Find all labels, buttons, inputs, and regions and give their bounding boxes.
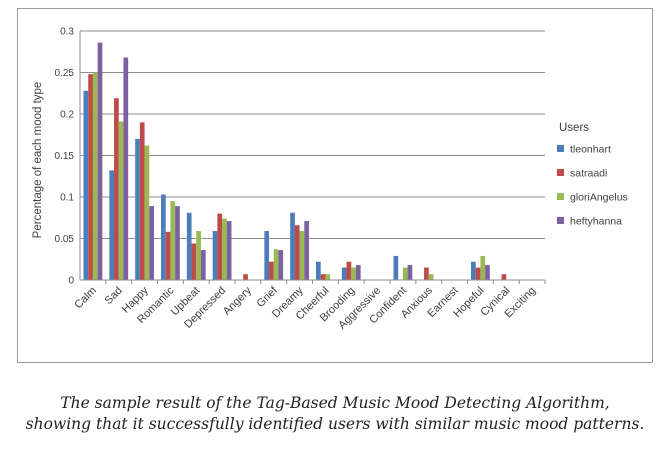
legend-title: Users	[559, 122, 589, 134]
bar-satraadi-sad	[114, 98, 119, 280]
y-tick-label: 0.2	[60, 110, 74, 121]
bars	[83, 42, 507, 281]
bar-gloriAngelus-dreamy	[299, 231, 305, 280]
bar-satraadi-upbeat	[191, 243, 197, 280]
bar-tleonhart-depressed	[212, 231, 218, 280]
bar-satraadi-happy	[139, 122, 145, 280]
gridlines	[80, 30, 545, 239]
bar-tleonhart-confident	[393, 255, 399, 280]
bar-satraadi-depressed	[217, 213, 223, 280]
legend-swatch-satraadi	[557, 169, 564, 176]
y-tick-label: 0.25	[55, 68, 75, 79]
bar-heftyhanna-confident	[407, 265, 413, 280]
bar-heftyhanna-sad	[123, 57, 129, 281]
bar-gloriAngelus-calm	[92, 72, 98, 280]
caption-line-1: The sample result of the Tag-Based Music…	[60, 394, 610, 412]
bar-gloriAngelus-grief	[273, 249, 279, 280]
legend-swatch-gloriAngelus	[557, 193, 564, 200]
y-tick-label: 0.3	[60, 27, 74, 38]
legend-label-heftyhanna: heftyhanna	[570, 216, 622, 228]
x-tick-labels: Calm SadHappyRomanticUpbeatDepressedAnger…	[72, 284, 538, 332]
bar-gloriAngelus-cheerful	[325, 274, 331, 280]
bar-heftyhanna-upbeat	[200, 250, 206, 280]
bar-gloriAngelus-romantic	[170, 201, 176, 280]
y-tick-label: 0.15	[55, 151, 75, 162]
bar-gloriAngelus-sad	[118, 121, 124, 280]
bar-satraadi-cynical	[501, 274, 507, 280]
bar-tleonhart-brooding	[341, 267, 347, 280]
bar-satraadi-grief	[269, 261, 274, 280]
bar-tleonhart-grief	[264, 231, 270, 280]
bar-tleonhart-romantic	[161, 194, 166, 280]
bar-gloriAngelus-depressed	[222, 218, 227, 280]
x-tick-label: Sad	[103, 285, 125, 307]
bar-satraadi-anxious	[424, 267, 429, 280]
bar-tleonhart-upbeat	[186, 212, 192, 280]
legend-label-tleonhart: tleonhart	[570, 144, 611, 156]
y-tick-labels: 0 0.05 0.1 0.15 0.2 0.25 0.3	[55, 27, 75, 287]
y-tick-label: 0.1	[60, 193, 74, 204]
bar-heftyhanna-hopeful	[485, 265, 490, 280]
caption-line-2: showing that it successfully identified …	[25, 415, 645, 433]
bar-tleonhart-dreamy	[290, 212, 295, 280]
bar-heftyhanna-calm	[97, 42, 103, 281]
legend-swatch-heftyhanna	[557, 217, 564, 224]
bar-gloriAngelus-upbeat	[196, 231, 201, 280]
bar-gloriAngelus-hopeful	[480, 255, 486, 280]
bar-gloriAngelus-confident	[402, 267, 408, 280]
bar-heftyhanna-dreamy	[304, 221, 309, 280]
y-tick-label: 0	[68, 276, 74, 287]
bar-gloriAngelus-anxious	[428, 274, 434, 280]
legend-label-gloriAngelus: gloriAngelus	[570, 192, 628, 204]
bar-satraadi-brooding	[346, 261, 352, 280]
y-tick-label: 0.05	[55, 234, 75, 245]
x-tick-label: Calm	[72, 285, 99, 312]
bar-gloriAngelus-brooding	[351, 267, 356, 280]
bar-satraadi-calm	[88, 74, 93, 280]
axes	[79, 31, 546, 284]
legend-swatch-tleonhart	[557, 145, 564, 152]
legend: Users tleonhart satraadi gloriAngelus hefty…	[557, 122, 628, 228]
legend-label-satraadi: satraadi	[570, 168, 607, 180]
bar-satraadi-hopeful	[475, 267, 481, 280]
bar-satraadi-cheerful	[320, 274, 326, 280]
bar-tleonhart-hopeful	[471, 261, 476, 280]
bar-tleonhart-sad	[109, 170, 115, 280]
x-tick-label: Angery	[221, 284, 254, 317]
bar-tleonhart-happy	[135, 138, 140, 280]
bar-satraadi-angery	[243, 274, 248, 280]
bar-heftyhanna-depressed	[226, 221, 232, 280]
bar-heftyhanna-romantic	[175, 206, 180, 280]
bar-heftyhanna-happy	[149, 206, 154, 280]
bar-satraadi-dreamy	[294, 225, 300, 280]
figure-caption: The sample result of the Tag-Based Music…	[0, 393, 670, 435]
bar-gloriAngelus-happy	[144, 145, 150, 280]
bar-heftyhanna-brooding	[355, 265, 361, 280]
bar-heftyhanna-grief	[278, 250, 284, 280]
bar-tleonhart-cheerful	[316, 261, 321, 280]
bar-tleonhart-calm	[83, 90, 89, 280]
bar-satraadi-romantic	[165, 231, 171, 280]
y-axis-title: Percentage of each mood type	[32, 82, 44, 239]
